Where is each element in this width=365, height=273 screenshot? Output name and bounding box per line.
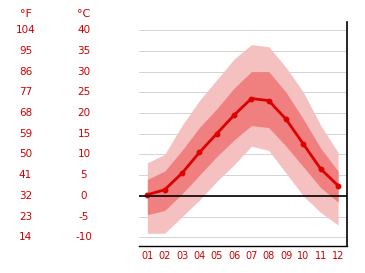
Text: 59: 59 bbox=[19, 129, 32, 139]
Text: 30: 30 bbox=[77, 67, 91, 77]
Text: 35: 35 bbox=[77, 46, 91, 56]
Text: 20: 20 bbox=[77, 108, 91, 118]
Text: 32: 32 bbox=[19, 191, 32, 201]
Text: 50: 50 bbox=[19, 150, 32, 159]
Text: 68: 68 bbox=[19, 108, 32, 118]
Text: 5: 5 bbox=[81, 170, 87, 180]
Text: 0: 0 bbox=[81, 191, 87, 201]
Text: -10: -10 bbox=[76, 232, 92, 242]
Text: 77: 77 bbox=[19, 87, 32, 97]
Text: 14: 14 bbox=[19, 232, 32, 242]
Text: 86: 86 bbox=[19, 67, 32, 77]
Text: 25: 25 bbox=[77, 87, 91, 97]
Text: 23: 23 bbox=[19, 212, 32, 222]
Text: °F: °F bbox=[20, 9, 31, 19]
Text: 15: 15 bbox=[77, 129, 91, 139]
Text: 41: 41 bbox=[19, 170, 32, 180]
Text: -5: -5 bbox=[79, 212, 89, 222]
Text: 10: 10 bbox=[77, 150, 91, 159]
Text: 40: 40 bbox=[77, 25, 91, 35]
Text: °C: °C bbox=[77, 9, 91, 19]
Text: 95: 95 bbox=[19, 46, 32, 56]
Text: 104: 104 bbox=[16, 25, 35, 35]
